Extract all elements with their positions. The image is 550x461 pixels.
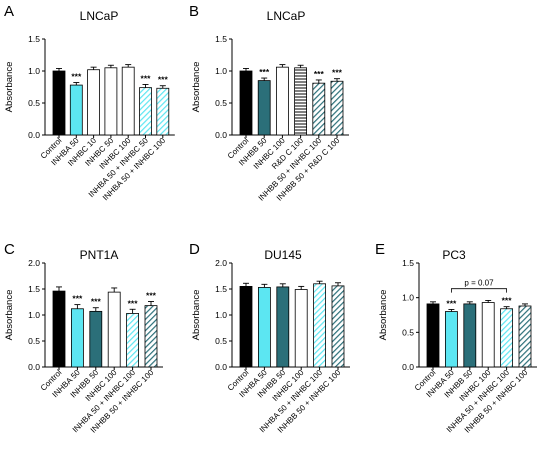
panel-letter: E: [375, 241, 385, 258]
significance-label: ***: [91, 297, 102, 307]
y-axis-label: Absorbance: [191, 290, 202, 341]
significance-label: ***: [314, 69, 325, 79]
bar: [52, 70, 66, 136]
bar: [330, 80, 344, 136]
y-tick-label: 0.0: [28, 130, 40, 140]
bar: [144, 305, 158, 368]
bar: [481, 302, 495, 368]
bar: [294, 289, 308, 368]
bar: [139, 87, 152, 136]
bar: [257, 287, 271, 368]
comparison-bracket: [451, 288, 507, 293]
significance-label: ***: [71, 72, 82, 82]
y-tick-label: 0.5: [215, 336, 227, 346]
y-tick-label: 1.5: [215, 34, 227, 44]
y-tick-label: 0.0: [28, 362, 40, 372]
y-tick-label: 2.0: [28, 258, 40, 268]
bar: [52, 290, 66, 368]
bar: [121, 66, 135, 136]
panel-letter: A: [4, 3, 14, 20]
y-tick-label: 0.5: [28, 98, 40, 108]
bar: [126, 313, 139, 368]
y-tick-label: 1.5: [28, 34, 40, 44]
bar: [107, 291, 121, 368]
bar: [500, 308, 514, 368]
panel-b: B LNCaPAbsorbance0.00.51.01.5Control***IN…: [189, 3, 349, 203]
bar: [426, 303, 440, 368]
significance-label: ***: [146, 290, 157, 300]
panel-c: C PNT1AAbsorbance0.00.51.01.52.0Control**…: [4, 241, 163, 435]
bar: [276, 286, 290, 368]
significance-label: ***: [332, 68, 343, 78]
y-tick-label: 0.0: [215, 130, 227, 140]
significance-label: ***: [158, 75, 169, 85]
y-axis-label: Absorbance: [4, 290, 15, 341]
y-tick-label: 2.0: [215, 258, 227, 268]
panel-title: LNCaP: [267, 9, 306, 23]
bar: [518, 305, 532, 368]
panel-title: PNT1A: [80, 248, 119, 262]
bar: [69, 84, 83, 136]
bar: [463, 303, 477, 368]
panel-title: PC3: [442, 248, 466, 262]
bar: [275, 66, 289, 136]
panel-d: D DU145Absorbance0.00.51.01.52.0ControlIN…: [189, 241, 350, 435]
y-tick-label: 0.0: [402, 362, 414, 372]
y-tick-label: 1.0: [28, 310, 40, 320]
y-tick-label: 1.0: [215, 310, 227, 320]
bar: [89, 310, 103, 368]
bar: [156, 87, 170, 136]
y-tick-label: 1.5: [215, 284, 227, 294]
y-axis-label: Absorbance: [378, 290, 389, 341]
y-tick-label: 1.0: [215, 66, 227, 76]
panel-e: E PC3Absorbance0.00.51.01.5Control***INHB…: [375, 241, 537, 435]
bar: [444, 311, 458, 368]
y-tick-label: 0.5: [215, 98, 227, 108]
y-tick-label: 1.5: [402, 258, 414, 268]
y-axis-label: Absorbance: [191, 62, 202, 113]
bar: [331, 285, 345, 368]
panel-title: LNCaP: [80, 9, 119, 23]
significance-label: ***: [72, 294, 83, 304]
y-tick-label: 1.5: [28, 284, 40, 294]
panel-letter: C: [4, 241, 15, 258]
panel-title: DU145: [264, 248, 302, 262]
y-tick-label: 0.0: [215, 362, 227, 372]
y-tick-label: 0.5: [402, 327, 414, 337]
y-tick-label: 1.0: [402, 293, 414, 303]
panel-letter: B: [189, 3, 199, 20]
bar: [239, 70, 253, 136]
significance-label: ***: [141, 73, 152, 83]
bar: [71, 308, 84, 368]
significance-label: ***: [502, 296, 513, 306]
y-tick-label: 1.0: [28, 66, 40, 76]
panel-a: A LNCaPAbsorbance0.00.51.01.5Control***IN…: [4, 3, 175, 202]
bar: [313, 283, 327, 368]
significance-label: ***: [128, 298, 139, 308]
y-tick-label: 0.5: [28, 336, 40, 346]
bar: [104, 67, 118, 136]
bar: [87, 69, 100, 136]
bar: [312, 82, 326, 136]
panel-letter: D: [189, 241, 200, 258]
bar: [257, 80, 271, 136]
bar: [239, 285, 253, 368]
y-axis-label: Absorbance: [4, 62, 15, 113]
significance-label: ***: [259, 67, 270, 77]
significance-label: ***: [446, 298, 457, 308]
bar: [294, 67, 308, 136]
p-value-annotation: p = 0.07: [464, 279, 494, 288]
